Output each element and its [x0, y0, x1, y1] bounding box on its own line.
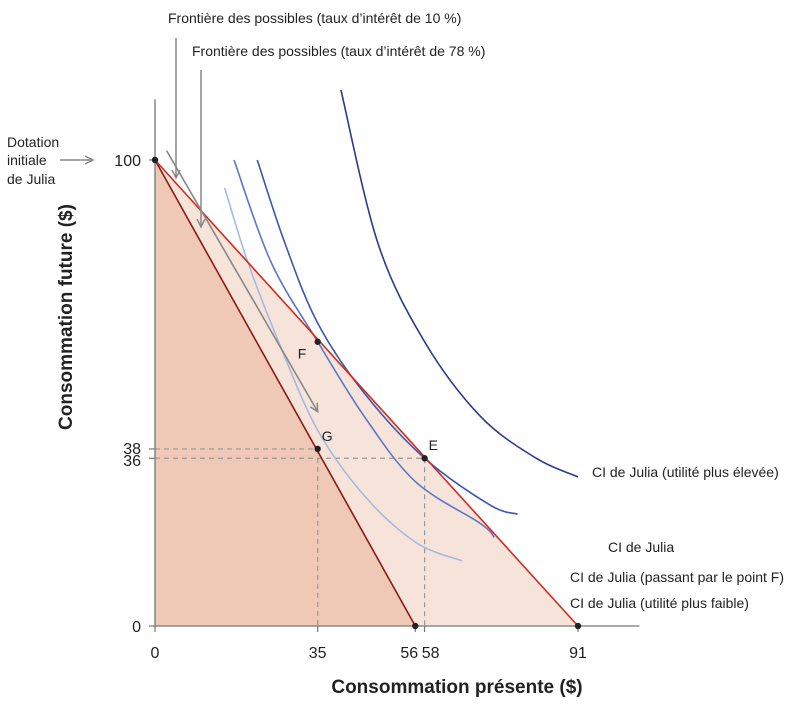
x-tick-label: 35 — [309, 645, 327, 662]
y-tick-label: 36 — [123, 453, 141, 470]
x-tick-label: 0 — [151, 645, 160, 662]
y-axis-title: Consommation future ($) — [56, 204, 77, 430]
point-f — [314, 338, 321, 345]
point-g — [314, 445, 321, 453]
point-label-f: F — [298, 346, 307, 362]
y-tick-label: 38 — [123, 441, 141, 458]
point-label-g: G — [322, 428, 333, 444]
frontier-lines — [154, 159, 579, 627]
points: E F G — [151, 156, 582, 630]
rotation-arrow — [165, 150, 318, 412]
ic-label-through-f: CI de Julia (passant par le point F) — [570, 569, 784, 585]
x-axis-title: Consommation présente ($) — [331, 677, 582, 698]
x-tick-label: 58 — [422, 645, 440, 662]
dashed-guides — [155, 448, 426, 626]
ic-curve-through-f — [233, 159, 495, 539]
endowment-label-line3: de Julia — [7, 171, 55, 187]
ic-curve-middle — [256, 159, 518, 515]
x-tick-label: 91 — [569, 645, 587, 662]
ic-label-middle: CI de Julia — [608, 539, 674, 555]
x-tick-label: 56 — [400, 645, 418, 662]
frontier-78-label: Frontière des possibles (taux d’intérêt … — [192, 43, 485, 59]
ic-label-highest: CI de Julia (utilité plus élevée) — [592, 464, 779, 480]
point-label-e: E — [429, 437, 438, 453]
frontier-10-label: Frontière des possibles (taux d’intérêt … — [168, 10, 461, 26]
endowment-label-line2: initiale — [7, 152, 47, 168]
ic-label-lowest: CI de Julia (utilité plus faible) — [570, 595, 749, 611]
endpoint-dot — [574, 622, 582, 630]
point-e — [421, 455, 428, 462]
frontier-line-78-percent — [154, 159, 417, 627]
y-tick-label: 100 — [114, 153, 141, 170]
y-tick-label: 0 — [132, 619, 141, 636]
endpoint-dot — [412, 622, 419, 630]
endpoint-dot — [151, 156, 159, 164]
frontier-line-10-percent — [154, 159, 579, 627]
endowment-label-line1: Dotation — [7, 134, 59, 150]
ic-curve-highest — [340, 89, 579, 478]
